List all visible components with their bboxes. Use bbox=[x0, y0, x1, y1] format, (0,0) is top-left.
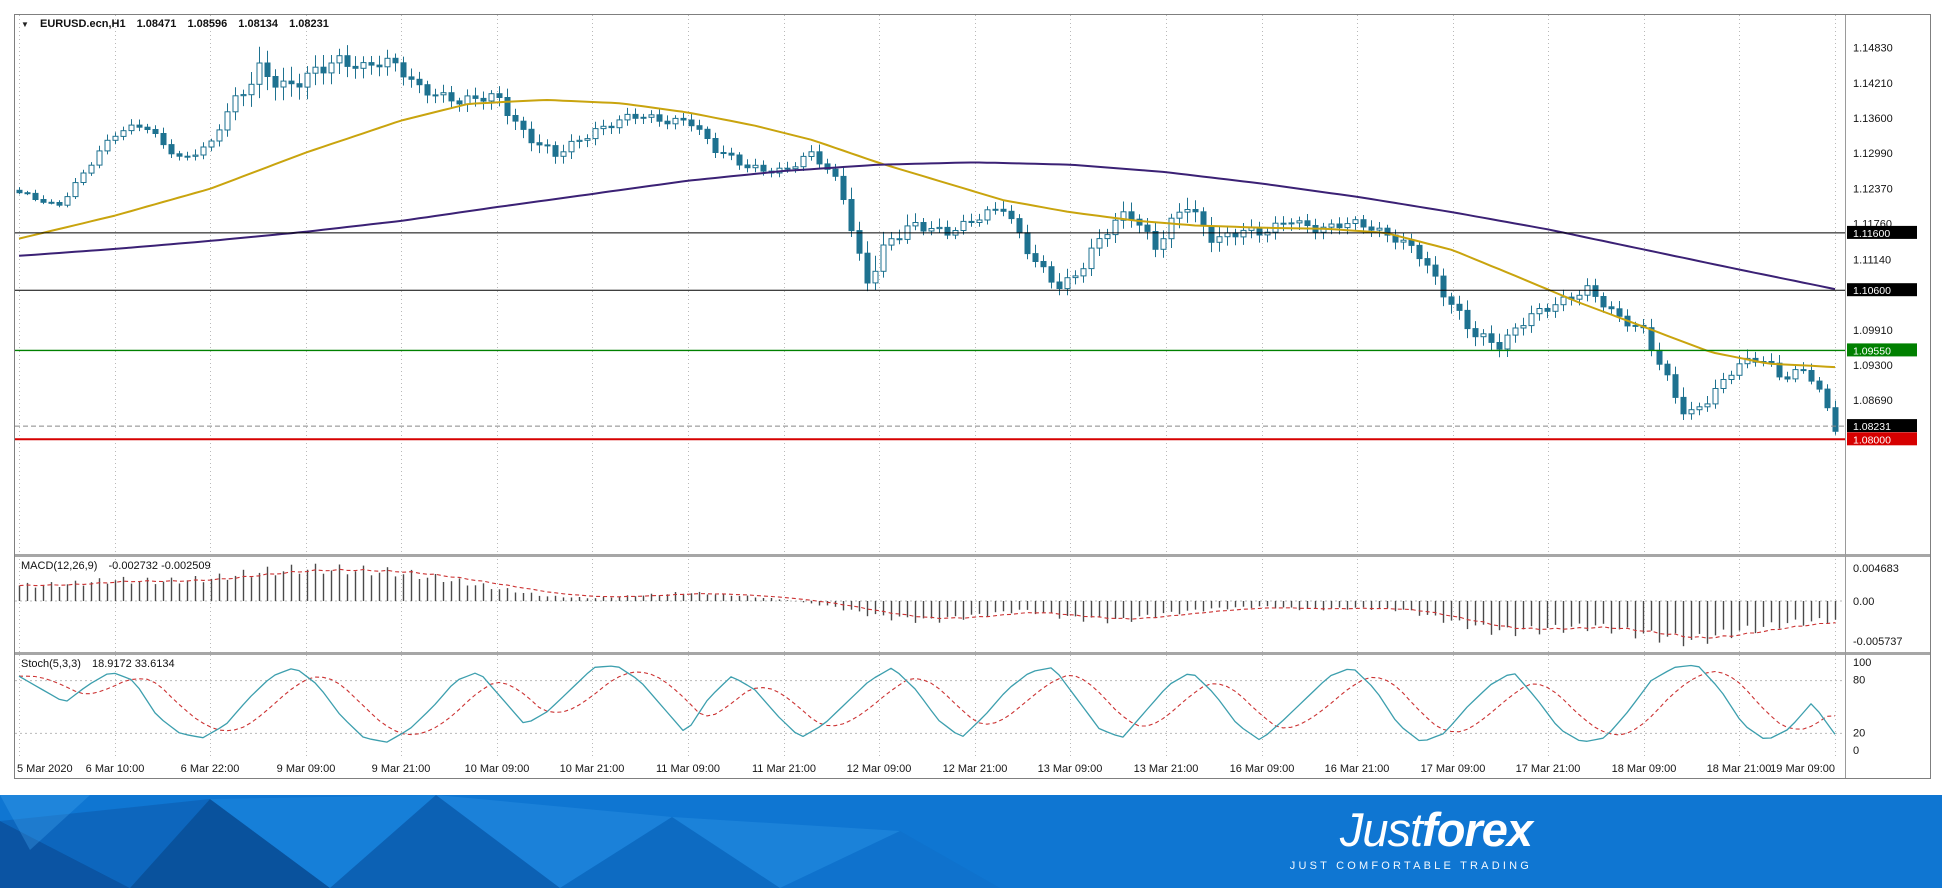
stoch-pane-label: Stoch(5,3,3) 18.9172 33.6134 bbox=[21, 658, 183, 670]
price-level-badge bbox=[1847, 343, 1917, 357]
candlestick-series[interactable] bbox=[16, 45, 1839, 435]
time-tick: 17 Mar 21:00 bbox=[1516, 763, 1581, 775]
chart-dropdown-icon[interactable]: ▼ bbox=[21, 20, 29, 29]
stoch-tick: 100 bbox=[1853, 657, 1871, 669]
brand-logo: Justforex JUST COMFORTABLE TRADING bbox=[1289, 803, 1533, 873]
time-tick: 9 Mar 21:00 bbox=[372, 763, 431, 775]
brand-tagline: JUST COMFORTABLE TRADING bbox=[1289, 860, 1532, 873]
price-level-badge-label: 1.09550 bbox=[1853, 345, 1891, 357]
time-tick: 9 Mar 09:00 bbox=[277, 763, 336, 775]
brand-name-just: Just bbox=[1339, 803, 1423, 856]
price-tick: 1.08690 bbox=[1853, 395, 1893, 407]
ohlc-close-value: 1.08231 bbox=[289, 18, 329, 30]
time-tick: 13 Mar 09:00 bbox=[1038, 763, 1103, 775]
time-tick: 16 Mar 09:00 bbox=[1230, 763, 1295, 775]
price-level-badge-label: 1.08231 bbox=[1853, 421, 1891, 433]
time-tick: 11 Mar 21:00 bbox=[752, 763, 816, 775]
stoch-indicator-values: 18.9172 33.6134 bbox=[91, 658, 175, 670]
ohlc-low-value: 1.08134 bbox=[238, 18, 279, 30]
stoch-indicator-name: Stoch(5,3,3) bbox=[21, 658, 81, 670]
macd-signal-line bbox=[19, 568, 1836, 639]
price-tick: 1.13600 bbox=[1853, 113, 1893, 125]
time-tick: 10 Mar 21:00 bbox=[560, 763, 625, 775]
price-tick: 1.12990 bbox=[1853, 148, 1893, 160]
macd-tick: -0.005737 bbox=[1853, 636, 1903, 648]
macd-indicator-name: MACD(12,26,9) bbox=[21, 560, 98, 572]
time-axis[interactable]: 5 Mar 2020 6 Mar 10:00 6 Mar 22:00 9 Mar 09… bbox=[17, 763, 1835, 775]
stoch-signal-line bbox=[19, 670, 1836, 736]
macd-histogram bbox=[15, 563, 1845, 647]
price-tick: 1.09910 bbox=[1853, 325, 1893, 337]
time-tick: 12 Mar 21:00 bbox=[943, 763, 1008, 775]
footer-triangle-pattern bbox=[0, 795, 1000, 888]
stoch-tick: 0 bbox=[1853, 745, 1859, 757]
macd-tick: 0.004683 bbox=[1853, 563, 1899, 575]
price-axis[interactable]: 1.148301.142101.136001.129901.123701.117… bbox=[1847, 43, 1917, 757]
time-tick: 12 Mar 09:00 bbox=[847, 763, 912, 775]
time-tick: 11 Mar 09:00 bbox=[656, 763, 720, 775]
ohlc-open-value: 1.08471 bbox=[136, 18, 177, 30]
stoch-level-lines bbox=[15, 680, 1845, 734]
brand-name-forex: forex bbox=[1422, 803, 1533, 856]
price-level-badge bbox=[1847, 432, 1917, 446]
trading-chart-window: 1.14830 1.14210 1.13600 1.12990 1.12370 1.117… bbox=[14, 14, 1931, 779]
footer-banner: Justforex JUST COMFORTABLE TRADING bbox=[0, 795, 1942, 888]
brand-name: Justforex bbox=[1290, 803, 1533, 857]
pane-separators bbox=[15, 15, 1930, 778]
price-tick: 1.09300 bbox=[1853, 360, 1893, 372]
chart-title: ▼ EURUSD.ecn,H1 1.08471 1.08596 1.08134 … bbox=[21, 18, 337, 30]
ohlc-high-value: 1.08596 bbox=[187, 18, 228, 30]
price-tick: 1.12370 bbox=[1853, 184, 1893, 196]
price-level-badge-label: 1.08000 bbox=[1853, 434, 1891, 446]
time-tick: 13 Mar 21:00 bbox=[1134, 763, 1199, 775]
macd-pane-label: MACD(12,26,9) -0.002732 -0.002509 bbox=[21, 560, 219, 572]
time-tick: 19 Mar 09:00 bbox=[1770, 763, 1835, 775]
stoch-main-line bbox=[18, 664, 1836, 743]
horizontal-levels bbox=[15, 232, 1845, 441]
time-tick: 16 Mar 21:00 bbox=[1325, 763, 1390, 775]
price-tick: 1.14830 bbox=[1853, 43, 1893, 55]
price-level-badge-label: 1.11600 bbox=[1853, 228, 1890, 240]
time-tick: 6 Mar 10:00 bbox=[86, 763, 145, 775]
ma-fast-line bbox=[18, 99, 1836, 369]
stoch-tick: 80 bbox=[1853, 675, 1865, 687]
time-tick: 5 Mar 2020 bbox=[17, 763, 73, 775]
macd-tick: 0.00 bbox=[1853, 596, 1874, 608]
time-tick: 17 Mar 09:00 bbox=[1421, 763, 1486, 775]
ma-slow-line bbox=[18, 161, 1836, 291]
chart-canvas[interactable]: 1.148301.142101.136001.129901.123701.117… bbox=[15, 15, 1930, 778]
price-tick: 1.14210 bbox=[1853, 78, 1893, 90]
stoch-tick: 20 bbox=[1853, 727, 1865, 739]
period-separators bbox=[19, 15, 1836, 758]
price-level-badge bbox=[1847, 283, 1917, 297]
price-level-badge bbox=[1847, 225, 1917, 239]
time-tick: 6 Mar 22:00 bbox=[181, 763, 240, 775]
symbol-timeframe-label: EURUSD.ecn,H1 bbox=[39, 18, 126, 30]
macd-indicator-values: -0.002732 -0.002509 bbox=[108, 560, 211, 572]
price-level-badge-label: 1.10600 bbox=[1853, 285, 1891, 297]
price-tick: 1.11140 bbox=[1853, 254, 1891, 266]
price-level-badge bbox=[1847, 419, 1917, 433]
time-tick: 18 Mar 09:00 bbox=[1612, 763, 1677, 775]
time-tick: 18 Mar 21:00 bbox=[1707, 763, 1772, 775]
time-tick: 10 Mar 09:00 bbox=[465, 763, 530, 775]
